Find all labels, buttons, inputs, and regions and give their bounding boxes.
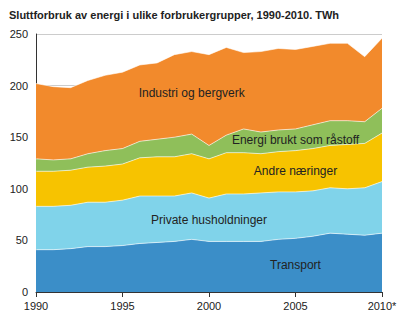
svg-text:250: 250 — [10, 28, 28, 40]
svg-text:1995: 1995 — [110, 300, 134, 312]
svg-text:150: 150 — [10, 131, 28, 143]
svg-text:200: 200 — [10, 80, 28, 92]
svg-text:2010*: 2010* — [368, 300, 397, 312]
svg-text:Industri og bergverk: Industri og bergverk — [139, 86, 246, 100]
svg-text:2000: 2000 — [197, 300, 221, 312]
svg-text:1990: 1990 — [24, 300, 48, 312]
svg-text:Sluttforbruk av energi i ulike: Sluttforbruk av energi i ulike forbruker… — [9, 9, 339, 21]
svg-text:100: 100 — [10, 183, 28, 195]
svg-text:2005: 2005 — [283, 300, 307, 312]
svg-text:Energi brukt som råstoff: Energi brukt som råstoff — [232, 133, 360, 147]
svg-text:Andre næringer: Andre næringer — [254, 164, 337, 178]
svg-text:50: 50 — [16, 234, 28, 246]
svg-text:Transport: Transport — [270, 258, 322, 272]
svg-text:Private husholdninger: Private husholdninger — [151, 213, 267, 227]
svg-text:0: 0 — [22, 286, 28, 298]
